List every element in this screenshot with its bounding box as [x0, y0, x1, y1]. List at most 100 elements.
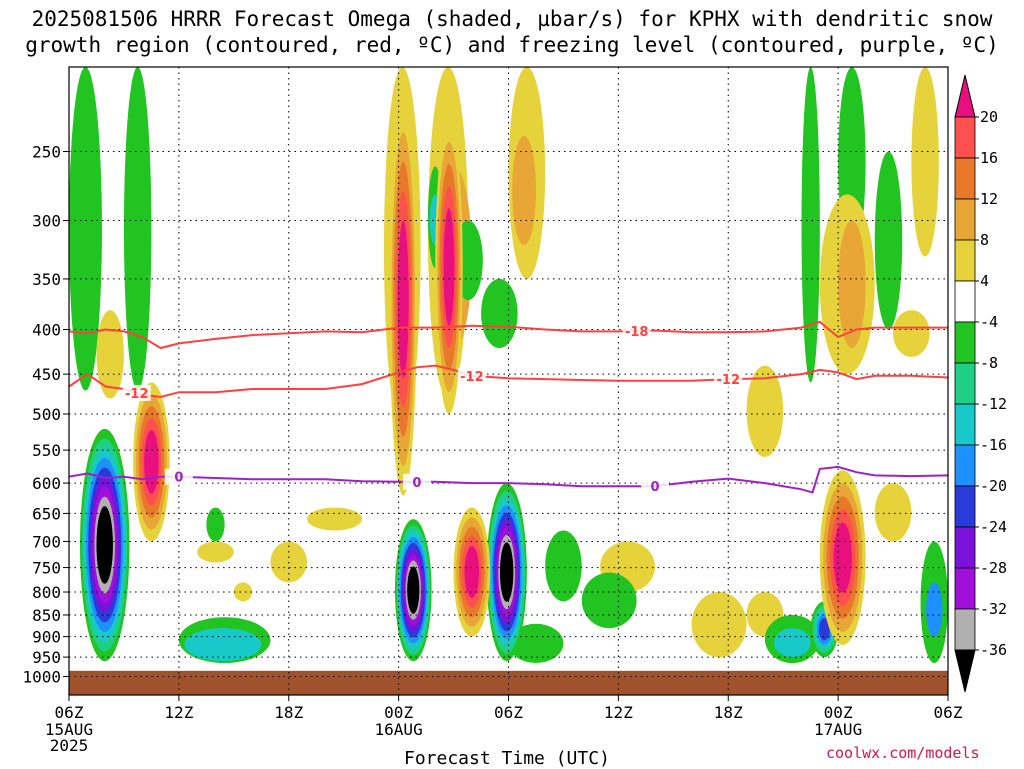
omega-area-31 — [838, 220, 866, 348]
x-tick-label-0: 06Z — [55, 703, 84, 722]
contour-line-0 — [69, 320, 948, 350]
y-tick-label-550: 550 — [32, 441, 61, 460]
y-axis: 250 300 350 400 450 500 550 600 650 700 750 800 850 9… — [22, 143, 69, 687]
y-tick-label-250: 250 — [32, 143, 61, 162]
colorbar-bin-11 — [954, 567, 976, 610]
omega-area-0 — [69, 67, 102, 391]
y-tick-label-800: 800 — [32, 583, 61, 602]
y-tick-label-350: 350 — [32, 270, 61, 289]
ground-mask — [69, 670, 948, 695]
y-tick-label-650: 650 — [32, 504, 61, 523]
omega-area-20 — [691, 592, 747, 658]
x-tick-label-6: 18Z — [714, 703, 743, 722]
omega-updraft-2-ring-8 — [499, 542, 514, 602]
contour-label-bg-2-0 — [164, 468, 193, 485]
colorbar-label-12: -32 — [980, 600, 1007, 618]
omega-area-29 — [893, 310, 930, 357]
omega-downdraft-7-ring-4 — [464, 546, 480, 598]
colorbar-bin-12 — [954, 608, 976, 651]
omega-area-4 — [184, 628, 262, 662]
contour-label-bg-1-0 — [122, 384, 151, 401]
omega-updraft-1-ring-8 — [407, 566, 420, 614]
contour-label-1-0: -12 — [125, 387, 149, 402]
colorbar-label-6: -8 — [980, 354, 998, 372]
colorbar-bin-8 — [954, 444, 976, 487]
contour-label-1-2: -12 — [717, 373, 741, 388]
contour-label-bg-0-0 — [622, 322, 651, 339]
omega-updraft-0-ring-8 — [96, 506, 113, 584]
colorbar-bin-1 — [954, 157, 976, 200]
colorbar-bin-2 — [954, 198, 976, 241]
x-tick-label-5: 12Z — [604, 703, 633, 722]
y-tick-label-300: 300 — [32, 212, 61, 231]
y-tick-label-950: 950 — [32, 648, 61, 667]
colorbar-label-10: -24 — [980, 518, 1007, 536]
contour-label-bg-1-1 — [457, 367, 486, 384]
y-tick-label-1000: 1000 — [22, 668, 61, 687]
omega-area-2 — [96, 310, 124, 399]
omega-area-25 — [801, 67, 820, 383]
omega-area-35 — [270, 541, 308, 583]
colorbar-label-9: -20 — [980, 477, 1007, 495]
omega-area-6 — [233, 582, 253, 602]
colorbar: 20 16 12 8 4 -4 -8 -12 -16 -20 -24 -28 -32 -36 — [954, 74, 1007, 693]
omega-updraft-3-ring-4 — [818, 618, 830, 641]
contour-label-2-1: 0 — [412, 476, 421, 491]
omega-area-15 — [512, 136, 536, 245]
colorbar-label-4: 4 — [980, 272, 989, 290]
omega-area-13 — [481, 278, 518, 348]
omega-area-32 — [874, 483, 912, 542]
x-tick-label-2: 18Z — [274, 703, 303, 722]
colorbar-bin-0 — [954, 116, 976, 159]
y-tick-label-400: 400 — [32, 321, 61, 340]
contour-label-2-2: 0 — [650, 480, 659, 495]
temperature-contours: -18 -12 -12 -12 0 0 0 — [69, 320, 948, 495]
omega-area-24 — [774, 628, 811, 658]
x-tick-label-3: 00Z — [384, 703, 413, 722]
y-tick-label-900: 900 — [32, 628, 61, 647]
omega-area-17 — [545, 530, 582, 602]
y-tick-label-850: 850 — [32, 606, 61, 625]
colorbar-arrow-bottom — [954, 649, 976, 693]
omega-area-1 — [123, 67, 152, 391]
credit-link[interactable]: coolwx.com/models — [826, 744, 980, 762]
omega-area-21 — [746, 365, 784, 457]
colorbar-label-7: -12 — [980, 395, 1007, 413]
omega-area-37 — [197, 541, 234, 563]
omega-downdraft-6-ring-4 — [443, 208, 455, 326]
chart-title: 2025081506 HRRR Forecast Omega (shaded, … — [0, 6, 1024, 58]
omega-area-28 — [911, 67, 939, 257]
contour-label-1-1: -12 — [460, 370, 484, 385]
omega-downdraft-8-ring-4 — [833, 522, 852, 593]
omega-downdraft-4-ring-4 — [144, 430, 159, 494]
y-tick-label-700: 700 — [32, 532, 61, 551]
colorbar-label-0: 20 — [980, 108, 998, 126]
x-tick-year-0: 2025 — [50, 736, 89, 755]
y-tick-label-600: 600 — [32, 474, 61, 493]
x-tick-label-7: 00Z — [824, 703, 853, 722]
colorbar-label-8: -16 — [980, 436, 1007, 454]
y-tick-label-750: 750 — [32, 559, 61, 578]
colorbar-bin-4 — [954, 280, 976, 323]
omega-area-27 — [874, 151, 903, 330]
x-tick-label-4: 06Z — [494, 703, 523, 722]
contour-label-bg-2-2 — [641, 478, 669, 495]
omega-area-34 — [926, 582, 943, 637]
colorbar-arrow-top — [954, 74, 976, 118]
colorbar-bin-10 — [954, 526, 976, 569]
colorbar-bin-6 — [954, 362, 976, 405]
contour-label-0-0: -18 — [625, 325, 649, 340]
title-line-2: growth region (contoured, red, ºC) and f… — [25, 33, 999, 57]
x-tick-label-1: 12Z — [164, 703, 193, 722]
y-tick-label-500: 500 — [32, 405, 61, 424]
contour-line-2 — [69, 465, 948, 494]
colorbar-label-3: 8 — [980, 231, 989, 249]
omega-area-36 — [307, 507, 362, 531]
contour-label-2-0: 0 — [174, 471, 183, 486]
x-tick-date-0: 15AUG — [45, 720, 93, 739]
colorbar-bin-7 — [954, 403, 976, 446]
colorbar-label-1: 16 — [980, 149, 998, 167]
omega-area-16 — [508, 623, 564, 664]
